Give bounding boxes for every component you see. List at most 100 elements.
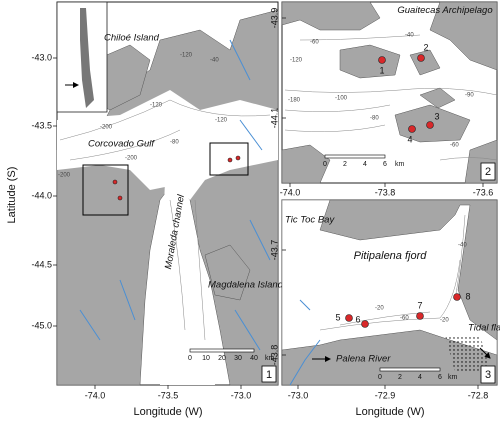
x-tick-label: -72.8 — [468, 390, 489, 400]
station-label: 1 — [379, 65, 384, 75]
station-label: 3 — [434, 111, 439, 121]
y-tick-label: -43.0 — [31, 52, 52, 62]
bathymetry-contours — [59, 99, 271, 341]
station — [417, 54, 425, 62]
island — [409, 49, 441, 76]
place-label: Pitipalena fjord — [354, 250, 428, 262]
contour-label: -200 — [58, 173, 71, 179]
contour-label: -60 — [450, 143, 459, 149]
x-axis-label: Longitude (W) — [133, 406, 202, 418]
contour-label: -200 — [125, 156, 138, 162]
contour-label: -80 — [170, 140, 179, 146]
gulf-water — [57, 90, 278, 200]
scale-label: 6 — [383, 161, 387, 168]
island — [281, 1, 381, 31]
x-tick-label: -73.0 — [231, 390, 252, 400]
island — [419, 87, 456, 109]
place-label: Tidal flat — [468, 323, 500, 334]
contour-label: -60 — [310, 40, 319, 46]
scale-label: 2 — [343, 161, 347, 168]
place-label: Tic Toc Bay — [285, 215, 335, 226]
y-tick-label: -44.5 — [31, 259, 52, 269]
bathymetry-contours — [319, 214, 466, 331]
magdalena-island — [204, 244, 251, 301]
rivers — [79, 39, 271, 351]
contour-label: -90 — [465, 93, 474, 99]
place-label-part: Guaitecas Archipelago — [397, 5, 492, 16]
scale-label: km — [265, 355, 275, 362]
channel-water — [158, 180, 215, 385]
place-label: Chiloé Island — [104, 33, 160, 44]
contour-label: -120 — [290, 58, 303, 64]
scale-label: 4 — [363, 161, 367, 168]
station — [426, 121, 434, 129]
place-label: Corcovado Gulf — [88, 139, 155, 150]
scale-label: 0 — [188, 355, 192, 362]
panel-number: 3 — [485, 369, 491, 381]
scale-bar-box — [189, 348, 255, 353]
station-label: 7 — [417, 300, 422, 310]
scale-label: 0 — [323, 161, 327, 168]
y-tick-label: -43.7 — [269, 240, 279, 261]
place-label: Magdalena Island — [208, 280, 284, 291]
contour-label: -60 — [400, 316, 409, 322]
station — [227, 157, 233, 163]
contour-label: -20 — [375, 306, 384, 312]
station — [235, 155, 241, 161]
station-label: 4 — [407, 134, 412, 144]
station-label: 2 — [423, 42, 428, 52]
contour-label: -120 — [180, 53, 193, 59]
station — [408, 125, 416, 133]
scale-bar-box — [324, 154, 386, 159]
y-axis-label: Latitude (S) — [6, 167, 18, 224]
flat-arrow — [479, 347, 491, 359]
scale-bar: 0 10 20 30 40 km — [188, 348, 275, 362]
tidal-flat — [445, 335, 490, 372]
place-label: Guaitecas Archipelago — [397, 5, 492, 16]
palena-river — [289, 299, 321, 386]
island — [339, 44, 401, 79]
island — [281, 144, 331, 184]
station — [345, 314, 353, 322]
scale-label: 6 — [438, 374, 442, 381]
panel-2: 1 2 3 4 Guaitecas Archipelago -60 -120 -… — [269, 1, 498, 197]
y-tick-label: -45.0 — [31, 320, 52, 330]
station — [117, 195, 123, 201]
station — [453, 293, 461, 301]
x-axis-label: Longitude (W) — [355, 406, 424, 418]
ticks — [282, 249, 479, 389]
y-tick-label: -43.9 — [269, 8, 279, 29]
contour-label: -40 — [405, 33, 414, 39]
scale-label: 4 — [418, 374, 422, 381]
contour-label: -40 — [210, 58, 219, 64]
contour-label: -100 — [335, 96, 348, 102]
station-label: 6 — [355, 314, 360, 324]
panel-number-box — [480, 162, 496, 181]
x-tick-label: -73.0 — [288, 390, 309, 400]
zoom-box-3 — [209, 142, 249, 176]
panel-3: 5 6 7 8 Tic Toc Bay Pitipalena fjord Pal… — [269, 199, 500, 400]
scale-label: 10 — [202, 355, 210, 362]
chile-inset — [80, 8, 94, 108]
scale-bar: 0 2 4 6 km — [323, 154, 405, 168]
station — [361, 320, 369, 328]
panel-number-box — [480, 365, 496, 384]
station-label: 8 — [465, 291, 470, 301]
x-tick-label: -73.8 — [375, 187, 396, 197]
scale-label: 20 — [218, 355, 226, 362]
bathymetry-contours — [284, 34, 498, 161]
scale-bar-box — [379, 367, 441, 372]
y-tick-label: -44.1 — [269, 108, 279, 129]
ticks — [282, 17, 484, 187]
scale-label: 2 — [398, 374, 402, 381]
contour-label: -40 — [458, 243, 467, 249]
scale-label: 0 — [378, 374, 382, 381]
station — [416, 312, 424, 320]
y-tick-label: -43.5 — [31, 120, 52, 130]
island — [429, 1, 498, 71]
scale-label: 40 — [250, 355, 258, 362]
zoom-box-2 — [82, 164, 129, 216]
panel-number: 2 — [485, 166, 491, 178]
